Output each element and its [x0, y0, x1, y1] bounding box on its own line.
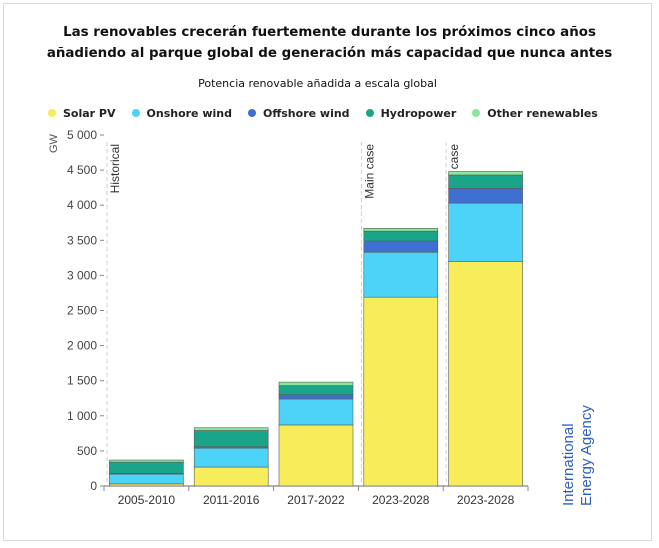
y-tick-label: 2 000 — [67, 339, 97, 353]
legend-label: Onshore wind — [146, 106, 232, 120]
bar-segment — [448, 202, 523, 262]
y-axis-label: GW — [48, 133, 60, 153]
bar-segment — [109, 459, 184, 463]
legend-label: Hydropower — [380, 106, 457, 120]
bar-segment — [363, 228, 439, 232]
bar-segment — [278, 385, 354, 396]
bar-segment — [363, 296, 439, 487]
legend-swatch — [472, 109, 481, 117]
bar-segment — [109, 461, 184, 474]
x-tick-label: 2005-2010 — [118, 493, 176, 507]
legend-item: Onshore wind — [131, 106, 232, 120]
bar-segment — [448, 174, 523, 189]
bar-segment — [278, 381, 354, 386]
legend-item: Solar PV — [48, 107, 116, 120]
y-tick-label: 4 500 — [67, 163, 97, 177]
bar-segment — [448, 188, 523, 204]
bar-segment — [448, 261, 523, 487]
bar-segment — [278, 394, 354, 400]
bar-segment — [109, 473, 184, 485]
bar-segment — [109, 483, 184, 487]
legend-swatch — [131, 109, 140, 117]
bar-segment — [363, 251, 439, 298]
bar-segment — [193, 427, 269, 431]
iea-logo: International Energy Agency — [560, 405, 595, 506]
y-tick-label: 3 000 — [67, 268, 97, 282]
legend-item: Offshore wind — [248, 107, 350, 120]
bar-segment — [193, 430, 269, 447]
iea-logo-line-1: International — [560, 423, 577, 506]
legend-label: Other renewables — [487, 106, 598, 120]
x-tick-label: 2023-2028 — [372, 493, 430, 507]
bar-segment — [363, 240, 439, 253]
annotation-label: Historical — [108, 144, 122, 193]
y-tick-label: 4 000 — [67, 198, 97, 212]
bar-segment — [448, 171, 523, 176]
y-tick-label: 5 000 — [67, 128, 97, 142]
legend-label: Offshore wind — [263, 106, 350, 120]
y-tick-label: 3 500 — [67, 233, 97, 247]
chart-legend: Solar PV Onshore wind Offshore wind Hydropo… — [48, 105, 614, 121]
iea-logo-line-2: Energy Agency — [578, 405, 595, 506]
bar-segment — [193, 466, 269, 487]
y-tick-label: 2 500 — [67, 304, 97, 318]
bar-segment — [278, 424, 354, 487]
chart-title-line-1: Las renovables crecerán fuertemente dura… — [63, 25, 596, 40]
chart-title: Las renovables crecerán fuertemente dura… — [0, 22, 659, 64]
chart-title-line-2: añadiendo al parque global de generación… — [46, 46, 613, 61]
bar-segment — [193, 447, 269, 468]
x-tick-label: 2011-2016 — [203, 493, 260, 507]
y-tick-label: 500 — [77, 444, 97, 458]
chart-subtitle: Potencia renovable añadida a escala glob… — [198, 77, 437, 90]
y-tick-label: 1 000 — [67, 409, 97, 423]
annotation-label: Main case — [362, 144, 376, 199]
legend-swatch — [365, 109, 374, 117]
bar-segment — [278, 398, 354, 426]
x-tick-label: 2023-2028 — [457, 493, 515, 507]
y-tick-label: 0 — [90, 479, 97, 493]
bar-segment — [363, 230, 439, 242]
x-tick-label: 2017-2022 — [287, 493, 345, 507]
legend-swatch — [48, 109, 56, 117]
legend-item: Other renewables — [472, 107, 598, 120]
legend-label: Solar PV — [63, 106, 116, 120]
legend-item: Hydropower — [365, 106, 457, 120]
y-tick-label: 1 500 — [67, 374, 97, 388]
legend-swatch — [248, 109, 256, 117]
